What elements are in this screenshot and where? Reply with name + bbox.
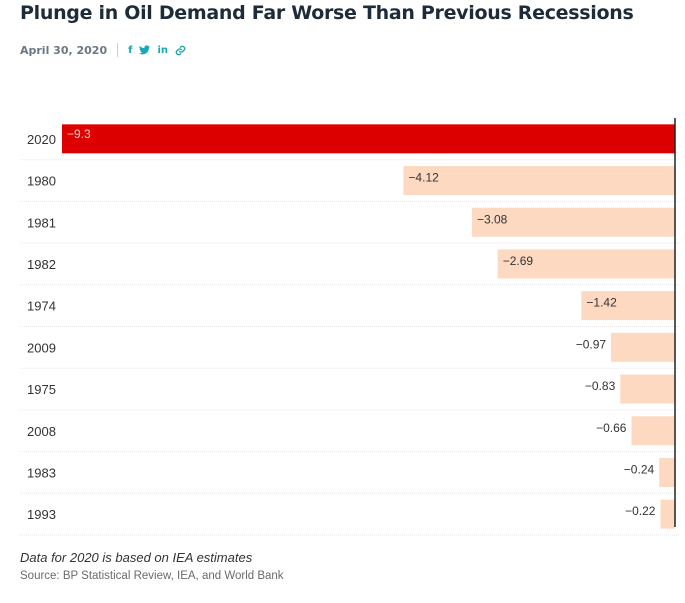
twitter-icon[interactable] (139, 45, 151, 55)
meta-divider (117, 43, 119, 57)
category-label-2008: 2008 (27, 424, 56, 439)
bar-1982 (497, 249, 675, 279)
bar-1993 (660, 499, 675, 529)
bar-1975 (620, 374, 675, 404)
bar-2020 (62, 124, 675, 154)
bar-1983 (659, 457, 675, 487)
category-label-1993: 1993 (27, 507, 56, 522)
chart-note: Data for 2020 is based on IEA estimates (20, 550, 253, 565)
value-label-2009: −0.97 (576, 337, 607, 351)
bar-1974 (581, 291, 675, 321)
value-label-1980: −4.12 (408, 171, 439, 185)
publish-date: April 30, 2020 (20, 43, 108, 57)
value-label-1981: −3.08 (477, 212, 508, 226)
category-label-1975: 1975 (27, 382, 56, 397)
category-label-2009: 2009 (27, 340, 56, 355)
article-meta: April 30, 2020 f in (20, 43, 186, 57)
linkedin-icon[interactable]: in (157, 44, 169, 56)
bar-1980 (403, 166, 675, 196)
bar-2008 (631, 416, 675, 446)
category-label-1982: 1982 (27, 257, 56, 272)
category-label-1980: 1980 (27, 174, 56, 189)
page-title: Plunge in Oil Demand Far Worse Than Prev… (20, 2, 634, 24)
category-label-1974: 1974 (27, 299, 56, 314)
bar-1981 (471, 207, 675, 237)
share-links: f in (128, 45, 186, 56)
category-label-2020: 2020 (27, 132, 56, 147)
bar-2009 (611, 332, 675, 362)
value-label-1983: −0.24 (624, 462, 655, 476)
facebook-icon[interactable]: f (128, 44, 133, 56)
value-label-2008: −0.66 (596, 421, 627, 435)
value-label-1993: −0.22 (625, 504, 656, 518)
link-icon[interactable] (175, 45, 186, 56)
value-label-2020: −9.3 (67, 127, 91, 141)
category-label-1983: 1983 (27, 465, 56, 480)
category-label-1981: 1981 (27, 215, 56, 230)
oil-demand-bar-chart: 2020 −9.3 1980 −4.12 1981 −3.08 1982 −2.69 1974 −… (20, 118, 680, 536)
chart-source: Source: BP Statistical Review, IEA, and … (20, 570, 284, 582)
value-label-1975: −0.83 (585, 379, 616, 393)
value-label-1974: −1.42 (586, 296, 617, 310)
value-label-1982: −2.69 (503, 254, 534, 268)
